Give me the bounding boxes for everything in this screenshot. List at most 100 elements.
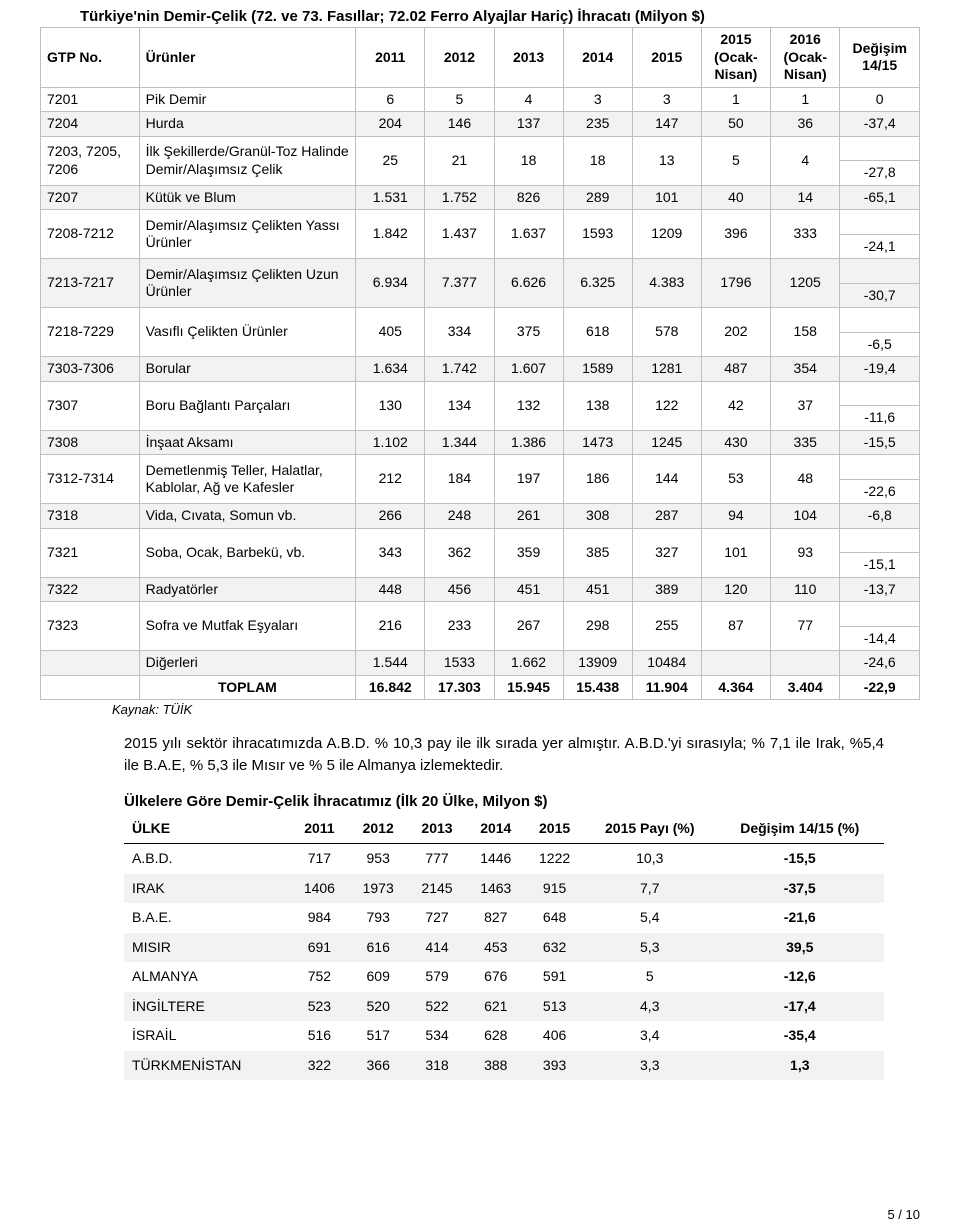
cell-value: 520 bbox=[349, 992, 408, 1022]
cell-country: İNGİLTERE bbox=[124, 992, 290, 1022]
cell-total-value: 15.438 bbox=[563, 675, 632, 700]
cell-value: 308 bbox=[563, 504, 632, 529]
cell-product: Vasıflı Çelikten Ürünler bbox=[139, 308, 356, 357]
cell-value: 334 bbox=[425, 308, 494, 357]
cell-value: 362 bbox=[425, 528, 494, 577]
cell-value: 202 bbox=[701, 308, 770, 357]
table-row: 7318Vida, Cıvata, Somun vb.2662482613082… bbox=[41, 504, 920, 529]
table-row: IRAK14061973214514639157,7-37,5 bbox=[124, 874, 884, 904]
cell-value: 48 bbox=[771, 455, 840, 504]
cell-value: 1.531 bbox=[356, 185, 425, 210]
th-2015n: 2015 (Ocak-Nisan) bbox=[701, 28, 770, 88]
cell-product: Kütük ve Blum bbox=[139, 185, 356, 210]
cell-value: 2145 bbox=[408, 874, 467, 904]
cell-country: TÜRKMENİSTAN bbox=[124, 1051, 290, 1081]
cell-value: 618 bbox=[563, 308, 632, 357]
cell-gtp: 7201 bbox=[41, 87, 140, 112]
cell-value: 37 bbox=[771, 381, 840, 430]
cell-gtp: 7322 bbox=[41, 577, 140, 602]
cell-value: 184 bbox=[425, 455, 494, 504]
cell-value: 621 bbox=[466, 992, 525, 1022]
cell-value: 3 bbox=[563, 87, 632, 112]
table-row: 7321Soba, Ocak, Barbekü, vb.343362359385… bbox=[41, 528, 920, 553]
cell-change: -13,7 bbox=[840, 577, 920, 602]
cell-value: 53 bbox=[701, 455, 770, 504]
cell-value: 717 bbox=[290, 844, 349, 874]
cell-value: 676 bbox=[466, 962, 525, 992]
cell-value: 1.437 bbox=[425, 210, 494, 259]
cell-product: Radyatörler bbox=[139, 577, 356, 602]
cell-value: 10,3 bbox=[584, 844, 716, 874]
page-number: 5 / 10 bbox=[887, 1207, 920, 1222]
cell-country: A.B.D. bbox=[124, 844, 290, 874]
cell-empty bbox=[840, 528, 920, 553]
cell-value: 578 bbox=[632, 308, 701, 357]
cell-value: 101 bbox=[701, 528, 770, 577]
paragraph-text: 2015 yılı sektör ihracatımızda A.B.D. % … bbox=[124, 733, 884, 777]
cell-value: 5 bbox=[701, 136, 770, 185]
cell-value: 5,4 bbox=[584, 903, 716, 933]
th-gtp: GTP No. bbox=[41, 28, 140, 88]
cell-value: 1.386 bbox=[494, 430, 563, 455]
cell-value: 523 bbox=[290, 992, 349, 1022]
cell-change: -15,5 bbox=[840, 430, 920, 455]
cell-value: 134 bbox=[425, 381, 494, 430]
cell-value: 261 bbox=[494, 504, 563, 529]
cell-change: 39,5 bbox=[716, 933, 884, 963]
th-change: Değişim 14/15 bbox=[840, 28, 920, 88]
cell-value: 13909 bbox=[563, 651, 632, 676]
cell-value: 393 bbox=[525, 1051, 584, 1081]
cell-country: ALMANYA bbox=[124, 962, 290, 992]
cell-value: 130 bbox=[356, 381, 425, 430]
cell-gtp: 7208-7212 bbox=[41, 210, 140, 259]
cell-empty bbox=[840, 136, 920, 161]
cell-value: 1281 bbox=[632, 357, 701, 382]
cell-change: -14,4 bbox=[840, 626, 920, 651]
cell-change: -19,4 bbox=[840, 357, 920, 382]
cell-value: 1209 bbox=[632, 210, 701, 259]
cell-value: 6.934 bbox=[356, 259, 425, 308]
cell-value bbox=[701, 651, 770, 676]
cell-change: -35,4 bbox=[716, 1021, 884, 1051]
table-row: İSRAİL5165175346284063,4-35,4 bbox=[124, 1021, 884, 1051]
cell-value: 1 bbox=[771, 87, 840, 112]
table-row: MISIR6916164144536325,339,5 bbox=[124, 933, 884, 963]
cell-value: 287 bbox=[632, 504, 701, 529]
cell-value: 4,3 bbox=[584, 992, 716, 1022]
cell-value: 255 bbox=[632, 602, 701, 651]
cell-product: Soba, Ocak, Barbekü, vb. bbox=[139, 528, 356, 577]
cell-value: 609 bbox=[349, 962, 408, 992]
cell-product: Boru Bağlantı Parçaları bbox=[139, 381, 356, 430]
cell-value: 616 bbox=[349, 933, 408, 963]
cell-gtp: 7308 bbox=[41, 430, 140, 455]
cell-change: -30,7 bbox=[840, 283, 920, 308]
cell-value: 1.102 bbox=[356, 430, 425, 455]
cell-value: 1245 bbox=[632, 430, 701, 455]
cell-value: 389 bbox=[632, 577, 701, 602]
cell-value: 385 bbox=[563, 528, 632, 577]
table-row: 7204Hurda2041461372351475036-37,4 bbox=[41, 112, 920, 137]
table-row: İNGİLTERE5235205226215134,3-17,4 bbox=[124, 992, 884, 1022]
cell-value: 122 bbox=[632, 381, 701, 430]
cell-value: 516 bbox=[290, 1021, 349, 1051]
cell-value: 197 bbox=[494, 455, 563, 504]
th-2013: 2013 bbox=[494, 28, 563, 88]
cell-value: 513 bbox=[525, 992, 584, 1022]
table1-title: Türkiye'nin Demir-Çelik (72. ve 73. Fası… bbox=[80, 8, 920, 25]
cell-gtp: 7203, 7205, 7206 bbox=[41, 136, 140, 185]
cell-value: 632 bbox=[525, 933, 584, 963]
cell-value: 6.626 bbox=[494, 259, 563, 308]
cell-empty bbox=[840, 210, 920, 235]
cell-value: 354 bbox=[771, 357, 840, 382]
table-row: 7303-7306Borular1.6341.7421.607158912814… bbox=[41, 357, 920, 382]
cell-gtp: 7307 bbox=[41, 381, 140, 430]
cell-value: 826 bbox=[494, 185, 563, 210]
cell-gtp: 7204 bbox=[41, 112, 140, 137]
cell-value: 204 bbox=[356, 112, 425, 137]
cell-value: 21 bbox=[425, 136, 494, 185]
cell-value: 137 bbox=[494, 112, 563, 137]
cell-value: 827 bbox=[466, 903, 525, 933]
th2-share: 2015 Payı (%) bbox=[584, 814, 716, 844]
cell-change: -37,4 bbox=[840, 112, 920, 137]
cell-empty bbox=[840, 259, 920, 284]
